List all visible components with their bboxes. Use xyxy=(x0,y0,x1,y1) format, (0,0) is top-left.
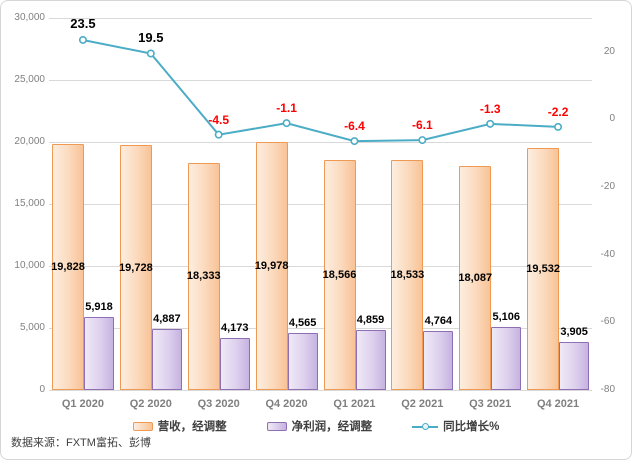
profit-value-label: 4,173 xyxy=(220,322,249,335)
revenue-value-label: 18,533 xyxy=(390,269,425,282)
growth-value-label: 23.5 xyxy=(70,15,96,31)
profit-value-label: 4,887 xyxy=(153,313,181,326)
profit-bar xyxy=(84,316,114,390)
revenue-bar xyxy=(52,144,84,390)
y-axis-tick-label: 30,000 xyxy=(14,12,45,23)
legend-item-revenue: 营收，经调整 xyxy=(132,418,227,434)
growth-value-label: -1.3 xyxy=(479,101,501,116)
legend-item-growth: 同比增长% xyxy=(412,418,499,434)
profit-value-label: 4,764 xyxy=(424,314,453,327)
y2-axis-tick-label: 0 xyxy=(609,113,615,125)
y-axis-tick-label: 20,000 xyxy=(14,136,45,147)
x-axis-label: Q3 2020 xyxy=(197,398,240,410)
growth-value-label: -6.1 xyxy=(411,118,433,133)
revenue-value-label: 19,532 xyxy=(526,262,560,275)
revenue-bar xyxy=(187,162,220,390)
profit-swatch-icon xyxy=(266,421,287,431)
y2-axis-tick-label: -40 xyxy=(600,248,615,260)
profit-value-label: 5,918 xyxy=(85,300,113,313)
gridline xyxy=(49,142,592,143)
source-note: 数据来源：FXTM富拓、彭博 xyxy=(11,437,151,449)
legend-item-profit: 净利润，经调整 xyxy=(266,418,373,434)
revenue-value-label: 19,728 xyxy=(119,261,153,274)
x-axis-label: Q1 2021 xyxy=(333,398,376,410)
revenue-value-label: 18,087 xyxy=(458,271,493,284)
growth-value-label: -4.5 xyxy=(208,112,230,127)
growth-value-label: -2.2 xyxy=(547,104,569,119)
growth-value-label: 19.5 xyxy=(138,29,164,45)
profit-bar xyxy=(219,338,250,390)
legend-label: 营收，经调整 xyxy=(157,421,227,433)
profit-bar xyxy=(423,330,454,390)
growth-line-swatch-icon xyxy=(412,422,439,431)
profit-bar xyxy=(287,333,318,390)
gridline xyxy=(49,328,592,329)
y2-axis-tick-label: -20 xyxy=(600,181,615,193)
revenue-bar xyxy=(323,159,356,390)
gridline xyxy=(49,204,592,205)
y-axis-tick-label: 10,000 xyxy=(14,260,45,271)
y2-axis-tick-label: -60 xyxy=(600,316,615,328)
profit-value-label: 5,106 xyxy=(492,310,521,323)
revenue-value-label: 18,333 xyxy=(186,270,221,283)
profit-bar xyxy=(559,341,590,390)
x-axis-label: Q2 2021 xyxy=(401,398,444,410)
x-axis-label: Q2 2020 xyxy=(129,398,172,410)
profit-bar xyxy=(151,329,182,390)
revenue-value-label: 18,566 xyxy=(322,268,357,281)
revenue-bar xyxy=(459,165,492,390)
profit-bar xyxy=(355,329,386,390)
legend: 营收，经调整 净利润，经调整 同比增长% xyxy=(1,418,631,434)
profit-bar xyxy=(491,326,522,390)
revenue-bar xyxy=(119,145,152,390)
legend-label: 净利润，经调整 xyxy=(291,421,373,433)
growth-value-label: -1.1 xyxy=(276,101,297,116)
y2-axis-tick-label: -80 xyxy=(600,384,615,395)
legend-label: 同比增长% xyxy=(443,421,500,433)
y-axis-tick-label: 0 xyxy=(39,384,45,395)
y2-axis-tick-label: 20 xyxy=(603,45,615,57)
revenue-bar xyxy=(527,147,560,390)
x-axis-label: Q3 2021 xyxy=(469,398,512,410)
profit-value-label: 4,565 xyxy=(288,317,317,330)
revenue-bar xyxy=(255,142,288,390)
profit-value-label: 3,905 xyxy=(560,325,588,338)
profit-value-label: 4,859 xyxy=(356,313,385,326)
y-axis-tick-label: 25,000 xyxy=(14,74,45,85)
revenue-value-label: 19,978 xyxy=(254,260,289,273)
revenue-swatch-icon xyxy=(132,421,153,431)
growth-line-swatch-marker xyxy=(422,423,430,430)
gridline xyxy=(49,18,592,19)
gridline xyxy=(49,266,592,267)
y-axis-tick-label: 5,000 xyxy=(19,322,45,333)
revenue-value-label: 19,828 xyxy=(51,261,85,274)
gridline xyxy=(49,390,592,391)
y-axis-tick-label: 15,000 xyxy=(14,198,45,209)
x-axis-label: Q4 2021 xyxy=(536,398,580,410)
x-axis-label: Q1 2020 xyxy=(61,398,105,410)
revenue-bar xyxy=(391,160,424,390)
x-axis-label: Q4 2020 xyxy=(265,398,308,410)
growth-value-label: -6.4 xyxy=(344,119,365,134)
